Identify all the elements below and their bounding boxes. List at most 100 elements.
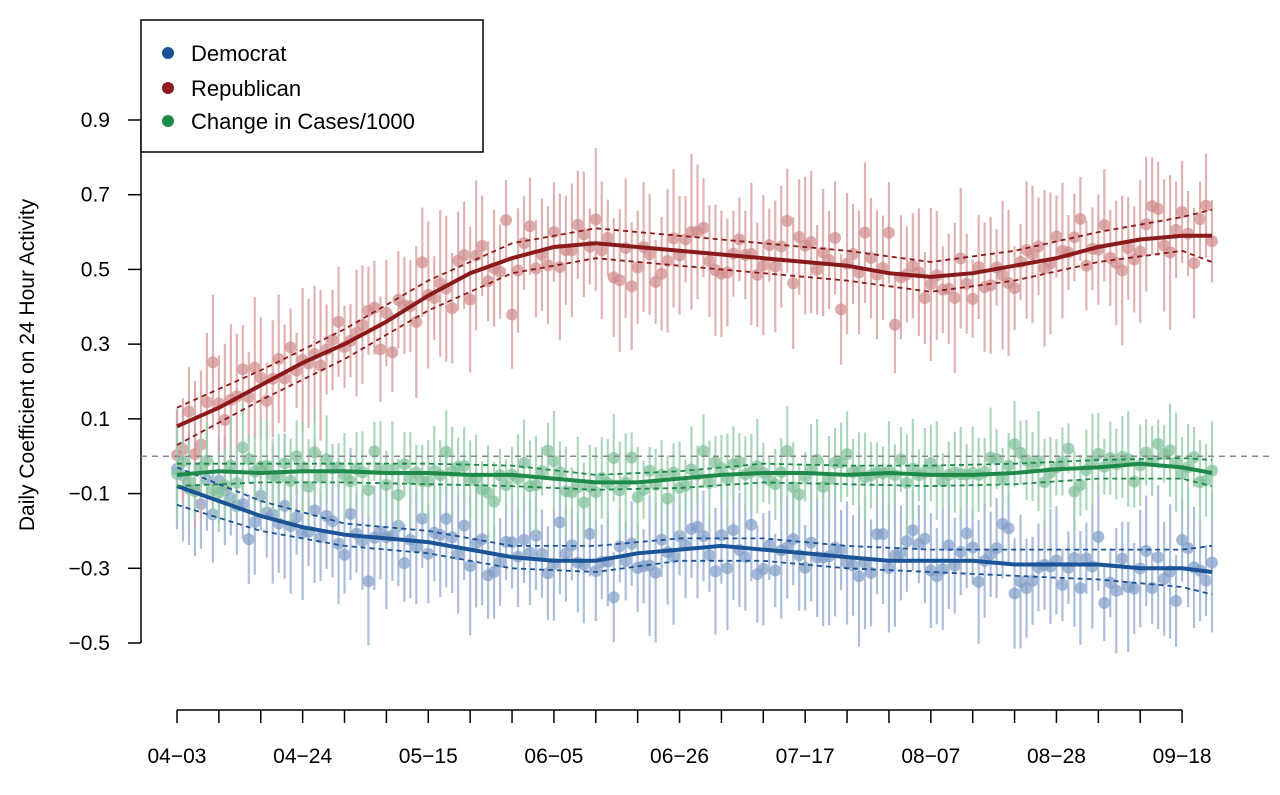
data-point xyxy=(458,519,471,532)
data-point xyxy=(757,259,770,272)
data-point xyxy=(661,254,674,267)
data-point xyxy=(625,280,638,293)
data-point xyxy=(392,488,405,501)
data-point xyxy=(894,453,907,466)
data-point xyxy=(368,445,381,458)
data-point xyxy=(1128,475,1141,488)
legend-label-republican: Republican xyxy=(191,76,301,101)
data-point xyxy=(1152,437,1165,450)
data-point xyxy=(535,547,548,560)
data-point xyxy=(547,455,560,468)
data-point xyxy=(882,226,895,239)
data-point xyxy=(667,550,680,563)
data-point xyxy=(966,292,979,305)
data-point xyxy=(1188,450,1201,463)
data-point xyxy=(715,462,728,475)
data-point xyxy=(787,277,800,290)
data-point xyxy=(314,470,327,483)
data-point xyxy=(1176,205,1189,218)
data-point xyxy=(410,316,423,329)
data-point xyxy=(1062,442,1075,455)
trend-line-2 xyxy=(176,461,1213,485)
data-point xyxy=(230,477,243,490)
data-point xyxy=(649,566,662,579)
data-point xyxy=(380,478,393,491)
data-point xyxy=(990,542,1003,555)
data-point xyxy=(1092,447,1105,460)
data-point xyxy=(553,466,566,479)
data-point xyxy=(1140,218,1153,231)
data-point xyxy=(272,471,285,484)
data-point xyxy=(900,476,913,489)
trend-line-1 xyxy=(176,233,1212,429)
data-point xyxy=(446,302,459,315)
data-point xyxy=(523,546,536,559)
y-tick-label: 0.9 xyxy=(81,109,110,132)
x-tick-label: 04−03 xyxy=(148,745,207,768)
data-point xyxy=(841,448,854,461)
data-point xyxy=(547,226,560,239)
data-point xyxy=(1074,479,1087,492)
data-point xyxy=(506,308,519,321)
x-tick-label: 09−18 xyxy=(1153,745,1212,768)
data-point xyxy=(733,233,746,246)
x-tick-label: 08−28 xyxy=(1027,745,1086,768)
data-point xyxy=(1086,560,1099,573)
data-point xyxy=(859,226,872,239)
data-point xyxy=(1002,459,1015,472)
data-point xyxy=(386,346,399,359)
data-point xyxy=(793,488,806,501)
data-point xyxy=(781,445,794,458)
legend-box xyxy=(140,19,484,153)
data-point xyxy=(667,466,680,479)
data-point xyxy=(302,480,315,493)
data-point xyxy=(553,516,566,529)
data-point xyxy=(1002,522,1015,535)
data-point xyxy=(811,263,824,276)
data-point xyxy=(242,533,255,546)
data-point xyxy=(882,561,895,574)
data-point xyxy=(835,544,848,557)
legend: Democrat Republican Change in Cases/1000 xyxy=(140,19,484,153)
data-point xyxy=(655,267,668,280)
data-point xyxy=(278,457,291,470)
y-tick-label: −0.5 xyxy=(69,632,110,655)
data-point xyxy=(888,318,901,331)
data-point xyxy=(847,559,860,572)
data-point xyxy=(482,275,495,288)
data-point xyxy=(500,214,513,227)
data-point xyxy=(679,479,692,492)
data-point xyxy=(589,486,602,499)
data-point xyxy=(1056,578,1069,591)
data-point xyxy=(607,591,620,604)
data-point xyxy=(494,265,507,278)
data-point xyxy=(344,475,357,488)
data-point xyxy=(1164,444,1177,457)
ci-lower-line-0 xyxy=(176,503,1213,596)
data-point xyxy=(1170,594,1183,607)
data-point xyxy=(1206,556,1218,569)
data-point xyxy=(517,237,530,250)
data-point xyxy=(440,512,453,525)
data-point xyxy=(1200,574,1213,587)
data-point xyxy=(793,231,806,244)
data-point xyxy=(553,261,566,274)
data-point xyxy=(559,547,572,560)
data-point xyxy=(954,546,967,559)
y-tick-label: 0.1 xyxy=(81,408,110,431)
data-point xyxy=(326,515,339,528)
x-tick-label: 07−17 xyxy=(776,745,835,768)
data-point xyxy=(1146,582,1159,595)
data-point xyxy=(697,445,710,458)
data-point xyxy=(200,454,213,467)
data-point xyxy=(488,495,501,508)
data-point xyxy=(356,318,369,331)
data-point xyxy=(410,541,423,554)
data-point xyxy=(517,533,530,546)
data-point xyxy=(1152,202,1165,215)
y-tick-label: 0.7 xyxy=(81,184,110,207)
data-point xyxy=(619,555,632,568)
data-point xyxy=(464,293,477,306)
x-tick-label: 05−15 xyxy=(399,745,458,768)
y-tick-label: −0.3 xyxy=(69,557,110,580)
